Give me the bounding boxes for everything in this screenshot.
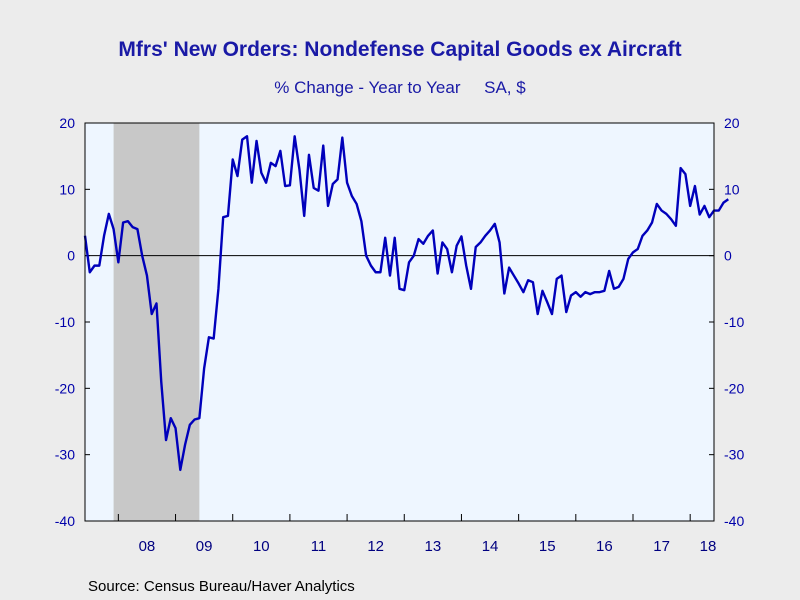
x-tick-label: 17 bbox=[653, 538, 670, 555]
x-tick-label: 10 bbox=[253, 538, 270, 555]
series-line bbox=[83, 135, 729, 472]
y-tick-label-right: -40 bbox=[724, 513, 744, 529]
y-tick-label-left: -10 bbox=[55, 314, 75, 330]
x-tick-label: 16 bbox=[596, 538, 613, 555]
plot-frame bbox=[84, 122, 715, 522]
y-tick-label-right: -20 bbox=[724, 380, 744, 396]
y-tick-label-left: -20 bbox=[55, 380, 75, 396]
x-tick-label: 15 bbox=[539, 538, 556, 555]
chart-title: Mfrs' New Orders: Nondefense Capital Goo… bbox=[118, 38, 682, 61]
x-tick-label: 13 bbox=[425, 538, 442, 555]
y-tick-label-left: 0 bbox=[67, 248, 75, 264]
x-tick-label: 18 bbox=[700, 538, 717, 555]
y-tick-label-left: 20 bbox=[59, 115, 75, 131]
y-tick-label-right: -30 bbox=[724, 447, 744, 463]
y-tick-label-right: -10 bbox=[724, 314, 744, 330]
y-tick-label-left: 10 bbox=[59, 181, 75, 197]
axis-labels: 20 20 10 10 0 0 -10 -10 -20 -20 -30 -30 -40 -40 08 09 10… bbox=[55, 115, 745, 555]
y-tick-label-right: 10 bbox=[724, 181, 740, 197]
y-tick-label-right: 20 bbox=[724, 115, 740, 131]
chart-subtitle: % Change - Year to Year SA, $ bbox=[274, 78, 526, 97]
x-tick-label: 11 bbox=[311, 538, 327, 555]
y-tick-label-left: -30 bbox=[55, 447, 75, 463]
x-tick-label: 09 bbox=[196, 538, 213, 555]
y-tick-label-left: -40 bbox=[55, 513, 75, 529]
y-tick-label-right: 0 bbox=[724, 248, 732, 264]
x-tick-label: 14 bbox=[482, 538, 499, 555]
x-tick-label: 08 bbox=[139, 538, 156, 555]
x-tick-label: 12 bbox=[367, 538, 384, 555]
source-note: Source: Census Bureau/Haver Analytics bbox=[88, 578, 355, 595]
